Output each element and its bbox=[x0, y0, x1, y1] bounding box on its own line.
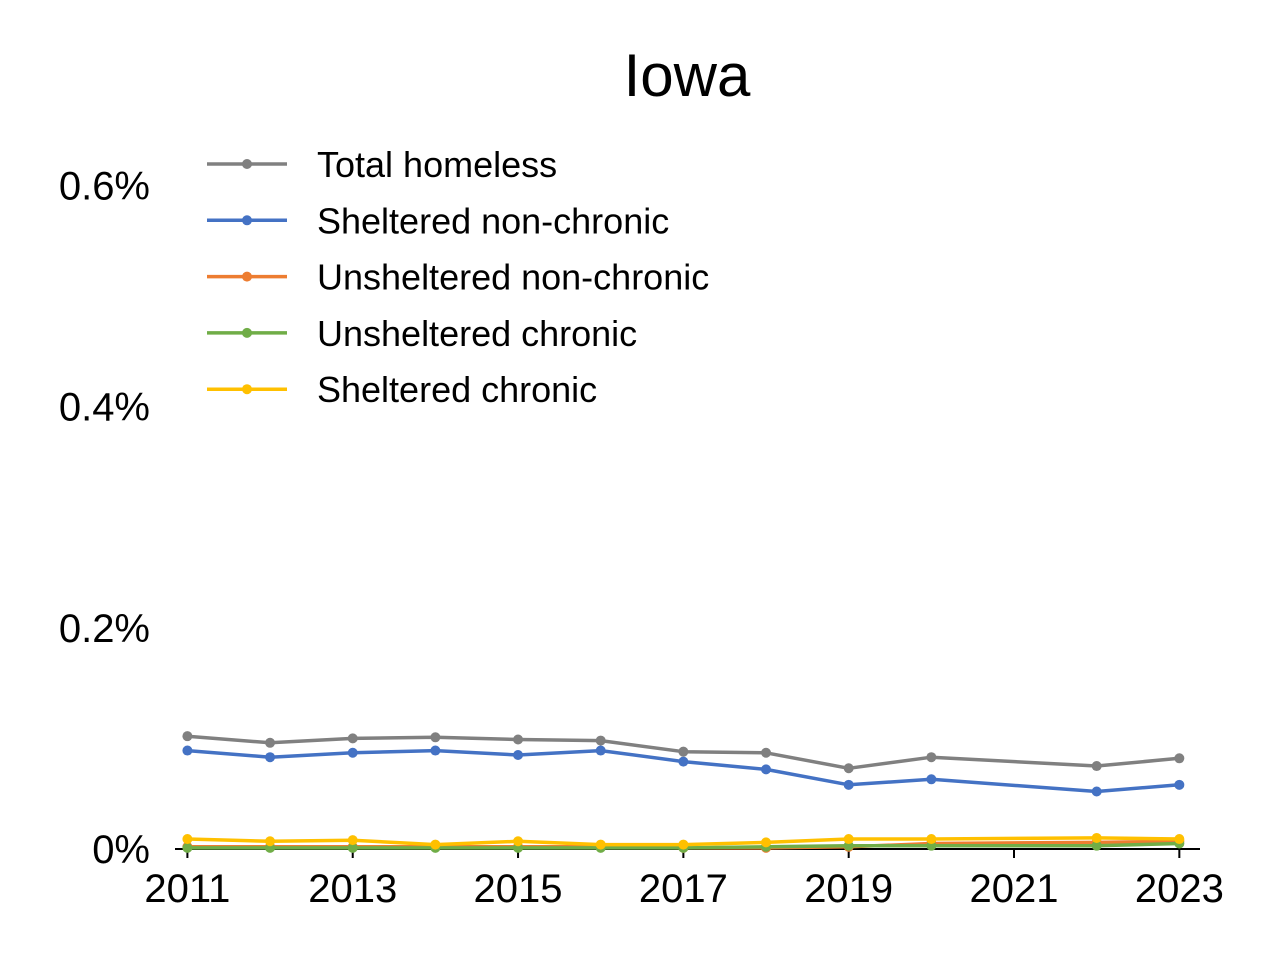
data-point-total-homeless bbox=[678, 746, 689, 757]
series-line-sheltered-non-chronic bbox=[185, 748, 1182, 794]
data-point-sheltered-non-chronic bbox=[678, 756, 689, 767]
y-tick-label: 0.6% bbox=[59, 164, 150, 208]
data-point-sheltered-non-chronic bbox=[513, 749, 524, 760]
data-point-total-homeless bbox=[513, 734, 524, 745]
x-tick-label: 2011 bbox=[144, 867, 230, 911]
legend-swatch-marker bbox=[242, 215, 252, 226]
x-axis: 2011 2013 2015 2017 2019 2021 2023 bbox=[144, 848, 1224, 911]
data-point-total-homeless bbox=[761, 747, 772, 758]
y-tick-label: 0.4% bbox=[59, 386, 150, 430]
data-point-sheltered-non-chronic bbox=[1091, 786, 1102, 797]
data-point-sheltered-chronic bbox=[1174, 834, 1185, 845]
series-line-unsheltered-chronic bbox=[185, 841, 1182, 850]
data-point-sheltered-chronic bbox=[595, 839, 606, 850]
data-point-sheltered-chronic bbox=[513, 836, 524, 847]
data-point-sheltered-non-chronic bbox=[182, 745, 193, 756]
data-point-total-homeless bbox=[1091, 761, 1102, 772]
chart-title: Iowa bbox=[624, 42, 751, 109]
data-point-unsheltered-chronic bbox=[182, 842, 193, 853]
data-point-sheltered-non-chronic bbox=[265, 752, 276, 763]
data-point-sheltered-non-chronic bbox=[843, 779, 854, 790]
data-point-sheltered-chronic bbox=[430, 839, 441, 850]
data-point-sheltered-chronic bbox=[1091, 832, 1102, 843]
data-point-total-homeless bbox=[926, 752, 937, 763]
data-point-total-homeless bbox=[843, 763, 854, 774]
data-point-total-homeless bbox=[182, 731, 193, 742]
data-point-unsheltered-chronic bbox=[1091, 840, 1102, 851]
y-axis: 0% 0.2% 0.4% 0.6% bbox=[59, 164, 150, 872]
data-point-total-homeless bbox=[430, 732, 441, 743]
legend-label: Sheltered non-chronic bbox=[317, 200, 669, 241]
legend: Total homeless Sheltered non-chronic Unshe… bbox=[207, 144, 709, 410]
data-point-sheltered-non-chronic bbox=[1174, 779, 1185, 790]
x-tick-label: 2019 bbox=[804, 867, 893, 911]
legend-label: Unsheltered chronic bbox=[317, 313, 637, 354]
data-point-total-homeless bbox=[1174, 753, 1185, 764]
y-tick-label: 0.2% bbox=[59, 607, 150, 651]
legend-swatch-marker bbox=[242, 327, 252, 338]
data-point-sheltered-chronic bbox=[182, 834, 193, 845]
legend-label: Total homeless bbox=[317, 144, 557, 185]
data-point-sheltered-chronic bbox=[678, 839, 689, 850]
series-layer bbox=[182, 731, 1185, 853]
data-point-sheltered-non-chronic bbox=[430, 745, 441, 756]
legend-swatch-marker bbox=[242, 271, 252, 282]
data-point-sheltered-non-chronic bbox=[926, 774, 937, 785]
x-tick-label: 2017 bbox=[639, 867, 728, 911]
data-point-sheltered-chronic bbox=[265, 836, 276, 847]
x-tick-label: 2021 bbox=[970, 867, 1059, 911]
data-point-sheltered-chronic bbox=[347, 835, 358, 846]
y-tick-label: 0% bbox=[92, 828, 150, 872]
data-point-sheltered-chronic bbox=[926, 834, 937, 845]
legend-swatch-marker bbox=[242, 384, 252, 395]
data-point-sheltered-non-chronic bbox=[761, 764, 772, 775]
data-point-total-homeless bbox=[265, 737, 276, 748]
series-line-sheltered-chronic bbox=[185, 836, 1182, 847]
x-tick-label: 2023 bbox=[1135, 867, 1224, 911]
data-point-sheltered-non-chronic bbox=[595, 745, 606, 756]
data-point-unsheltered-chronic bbox=[347, 842, 358, 853]
legend-label: Unsheltered non-chronic bbox=[317, 257, 709, 298]
data-point-sheltered-chronic bbox=[843, 834, 854, 845]
x-tick-label: 2015 bbox=[474, 867, 563, 911]
legend-label: Sheltered chronic bbox=[317, 369, 597, 410]
data-point-sheltered-chronic bbox=[761, 837, 772, 848]
series-line-total-homeless bbox=[185, 734, 1182, 771]
data-point-sheltered-non-chronic bbox=[347, 747, 358, 758]
legend-swatch-marker bbox=[242, 159, 252, 169]
data-point-total-homeless bbox=[347, 733, 358, 744]
data-point-total-homeless bbox=[595, 735, 606, 746]
x-tick-label: 2013 bbox=[308, 867, 397, 911]
